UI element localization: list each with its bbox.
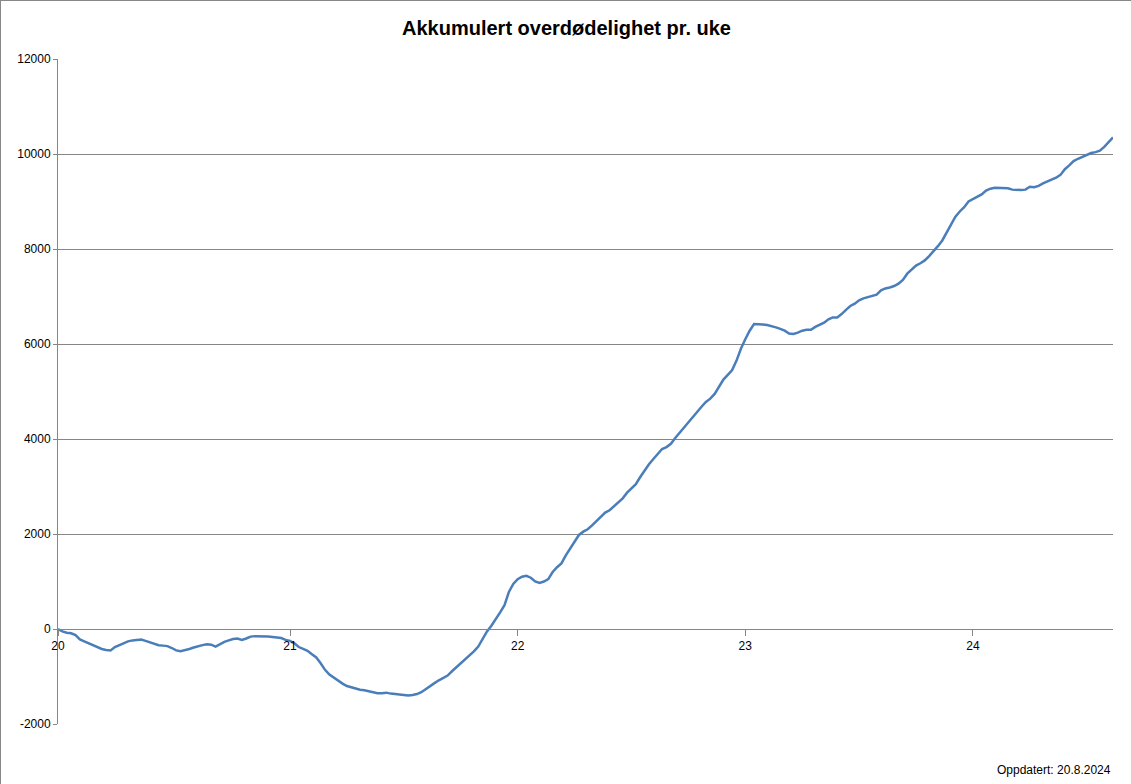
svg-text:24: 24 [966,639,980,653]
svg-text:0: 0 [44,622,51,636]
svg-text:8000: 8000 [24,242,51,256]
svg-text:10000: 10000 [17,147,51,161]
svg-text:20: 20 [51,639,65,653]
svg-text:-2000: -2000 [20,717,51,731]
svg-text:4000: 4000 [24,432,51,446]
svg-text:6000: 6000 [24,337,51,351]
svg-text:2000: 2000 [24,527,51,541]
svg-text:23: 23 [739,639,753,653]
svg-text:12000: 12000 [17,52,51,66]
svg-text:Oppdatert: 20.8.2024: Oppdatert: 20.8.2024 [997,763,1111,777]
svg-text:21: 21 [283,639,297,653]
svg-text:Akkumulert overdødelighet pr.: Akkumulert overdødelighet pr. uke [402,17,731,39]
svg-text:22: 22 [511,639,525,653]
